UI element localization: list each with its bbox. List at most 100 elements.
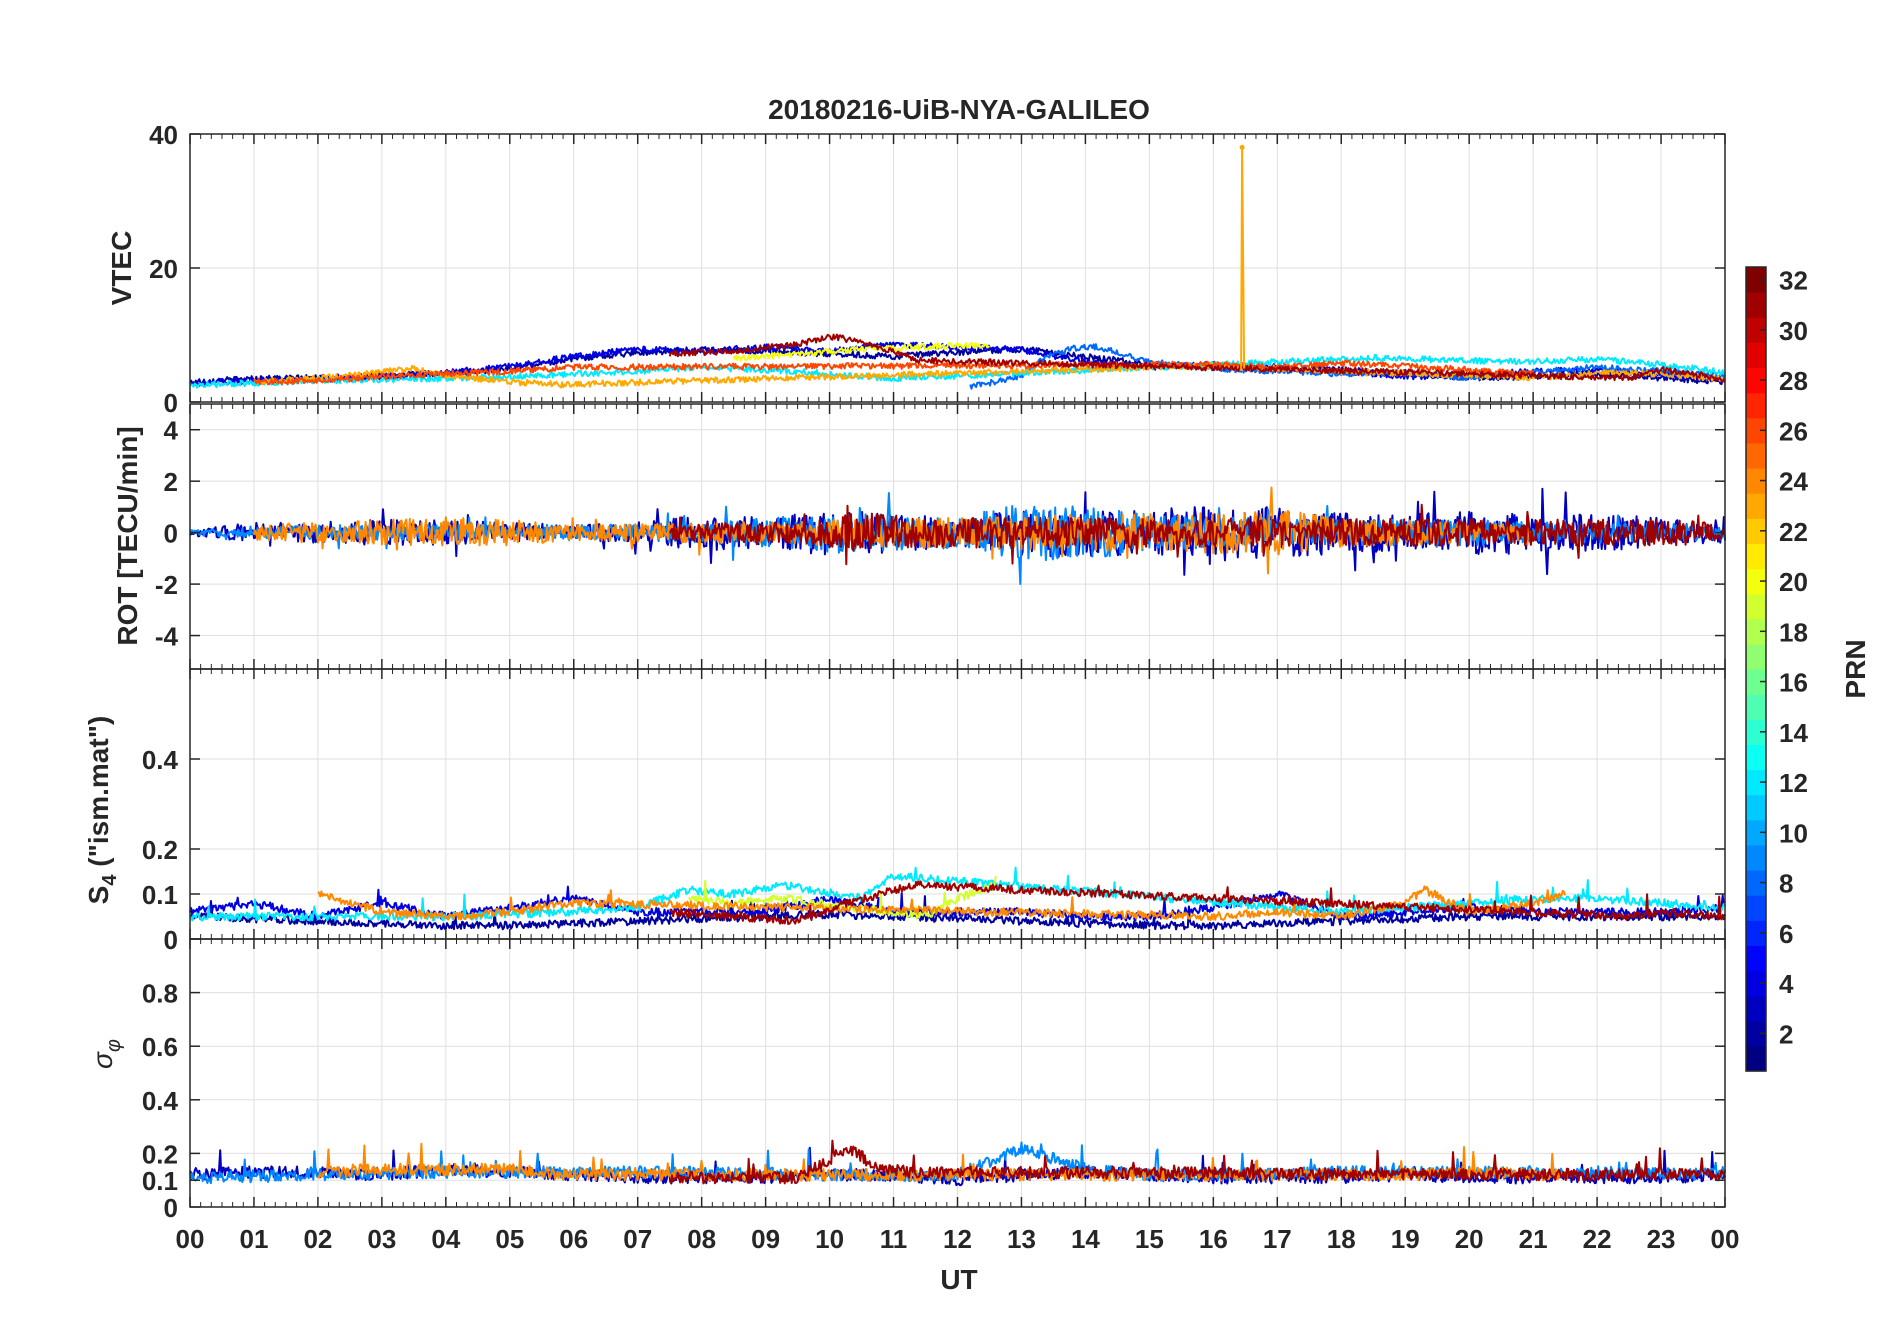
x-tick-label: 21 (1519, 1224, 1548, 1254)
sigma-ticks: 00.10.2 0.4 0.6 0.8 (142, 939, 1726, 1223)
y-tick-label: 0.4 (142, 745, 179, 775)
colorbar-band (1746, 392, 1766, 419)
rot-data (189, 486, 1726, 585)
s4-ylabel-rest: ("ism.mat") (83, 716, 114, 875)
sigma-ylabel-sub: φ (103, 1039, 125, 1052)
colorbar-tick-label: 6 (1779, 919, 1793, 949)
colorbar-band (1746, 920, 1766, 946)
y-tick-label: 0.4 (142, 1086, 179, 1116)
y-tick-label: -4 (155, 622, 179, 652)
colorbar-band (1746, 618, 1766, 645)
colorbar-tick-label: 8 (1779, 869, 1793, 899)
y-tick-label: -2 (155, 570, 178, 600)
x-tick-label: 06 (559, 1224, 588, 1254)
x-tick-label: 14 (1071, 1224, 1100, 1254)
rot-ylabel: ROT [TECU/min] (112, 426, 143, 645)
colorbar-band (1746, 870, 1766, 896)
y-tick-label: 2 (164, 467, 178, 497)
colorbar-tick-label: 30 (1779, 316, 1808, 346)
x-tick-label: 17 (1263, 1224, 1292, 1254)
s4-ylabel-main: S (83, 886, 114, 905)
rot-series-prn-31 (668, 503, 1726, 566)
x-tick-label: 16 (1199, 1224, 1228, 1254)
s4-series-prn-31 (669, 880, 1726, 925)
colorbar-tick-label: 14 (1779, 718, 1808, 748)
x-tick-label: 22 (1583, 1224, 1612, 1254)
colorbar-band (1746, 895, 1766, 921)
chart-title: 20180216-UiB-NYA-GALILEO (768, 94, 1150, 125)
colorbar-band (1746, 744, 1766, 771)
colorbar-band (1746, 543, 1766, 570)
sigma-ylabel-main: σ (87, 1051, 118, 1069)
colorbar-tick-label: 16 (1779, 668, 1808, 698)
colorbar-band (1746, 769, 1766, 796)
x-tick-label: 15 (1135, 1224, 1164, 1254)
y-tick-label: 0.6 (142, 1032, 178, 1062)
y-tick-label: 0.8 (142, 979, 178, 1009)
colorbar-band (1746, 317, 1766, 343)
vtec-spike-marker (1239, 144, 1245, 150)
x-tick-label: 00 (176, 1224, 205, 1254)
vtec-series-prn-20 (732, 341, 991, 362)
colorbar-tick-label: 2 (1779, 1019, 1793, 1049)
colorbar-tick-label: 32 (1779, 266, 1808, 296)
colorbar-bands (1746, 267, 1766, 1072)
colorbar-tick-label: 18 (1779, 617, 1808, 647)
vtec-series-prn-26 (253, 359, 1534, 386)
colorbar-band (1746, 518, 1766, 544)
colorbar-band (1746, 568, 1766, 595)
y-tick-label: 0 (164, 519, 178, 549)
x-tick-label: 00 (1711, 1224, 1740, 1254)
colorbar-band (1746, 442, 1766, 469)
x-tick-label: 19 (1391, 1224, 1420, 1254)
panel-vtec: 0 20 40 VTEC (106, 120, 1726, 418)
s4-ticks: 0 0.1 0.2 0.4 (142, 669, 1726, 955)
x-tick-label: 03 (367, 1224, 396, 1254)
colorbar-tick-label: 10 (1779, 818, 1808, 848)
s4-ylabel-sub: 4 (99, 874, 121, 886)
x-tick-label: 18 (1327, 1224, 1356, 1254)
colorbar-frame (1745, 266, 1767, 1072)
colorbar-band (1746, 719, 1766, 745)
colorbar-band (1746, 267, 1766, 293)
colorbar-band (1746, 292, 1766, 318)
colorbar-tick-label: 4 (1779, 969, 1794, 999)
y-tick-label: 0 (164, 388, 178, 418)
colorbar-band (1746, 493, 1766, 519)
sigma-ylabel: σφ (87, 1039, 125, 1069)
sigma-data (189, 1139, 1726, 1187)
colorbar-tick-label: 12 (1779, 768, 1808, 798)
panel-sigma: 00.10.2 0.4 0.6 0.8 σφ (87, 938, 1726, 1223)
y-tick-label: 0 (164, 925, 178, 955)
x-tick-label: 09 (751, 1224, 780, 1254)
x-tick-label: 12 (943, 1224, 972, 1254)
s4-series-prn-24 (317, 885, 1567, 922)
x-tick-label: 23 (1647, 1224, 1676, 1254)
x-tick-labels: 00 01 02 03 04 05 06 07 08 09 10 11 12 13 14 15 16 17 18 19… (176, 1224, 1740, 1254)
colorbar-band (1746, 945, 1766, 972)
colorbar-band (1746, 643, 1766, 670)
y-tick-label: 0.1 (142, 880, 178, 910)
colorbar-tick-label: 24 (1779, 467, 1808, 497)
colorbar-label: PRN (1840, 639, 1871, 698)
y-tick-label: 20 (149, 254, 178, 284)
x-tick-label: 08 (687, 1224, 716, 1254)
vtec-series-prn-31 (668, 333, 1726, 383)
x-tick-label: 10 (815, 1224, 844, 1254)
colorbar-band (1746, 694, 1766, 720)
colorbar-band (1746, 593, 1766, 620)
colorbar-band (1746, 417, 1766, 444)
colorbar-band (1746, 468, 1766, 494)
y-tick-label: 0.2 (142, 1139, 178, 1169)
colorbar-band (1746, 844, 1766, 871)
s4-ylabel: S4 ("ism.mat") (83, 716, 121, 905)
rot-ticks: -4 -2 0 2 4 (155, 404, 1726, 669)
colorbar-band (1746, 367, 1766, 394)
colorbar-band (1746, 970, 1766, 997)
y-tick-label: 0 (164, 1193, 178, 1223)
x-tick-label: 04 (431, 1224, 460, 1254)
s4-data (189, 866, 1726, 931)
